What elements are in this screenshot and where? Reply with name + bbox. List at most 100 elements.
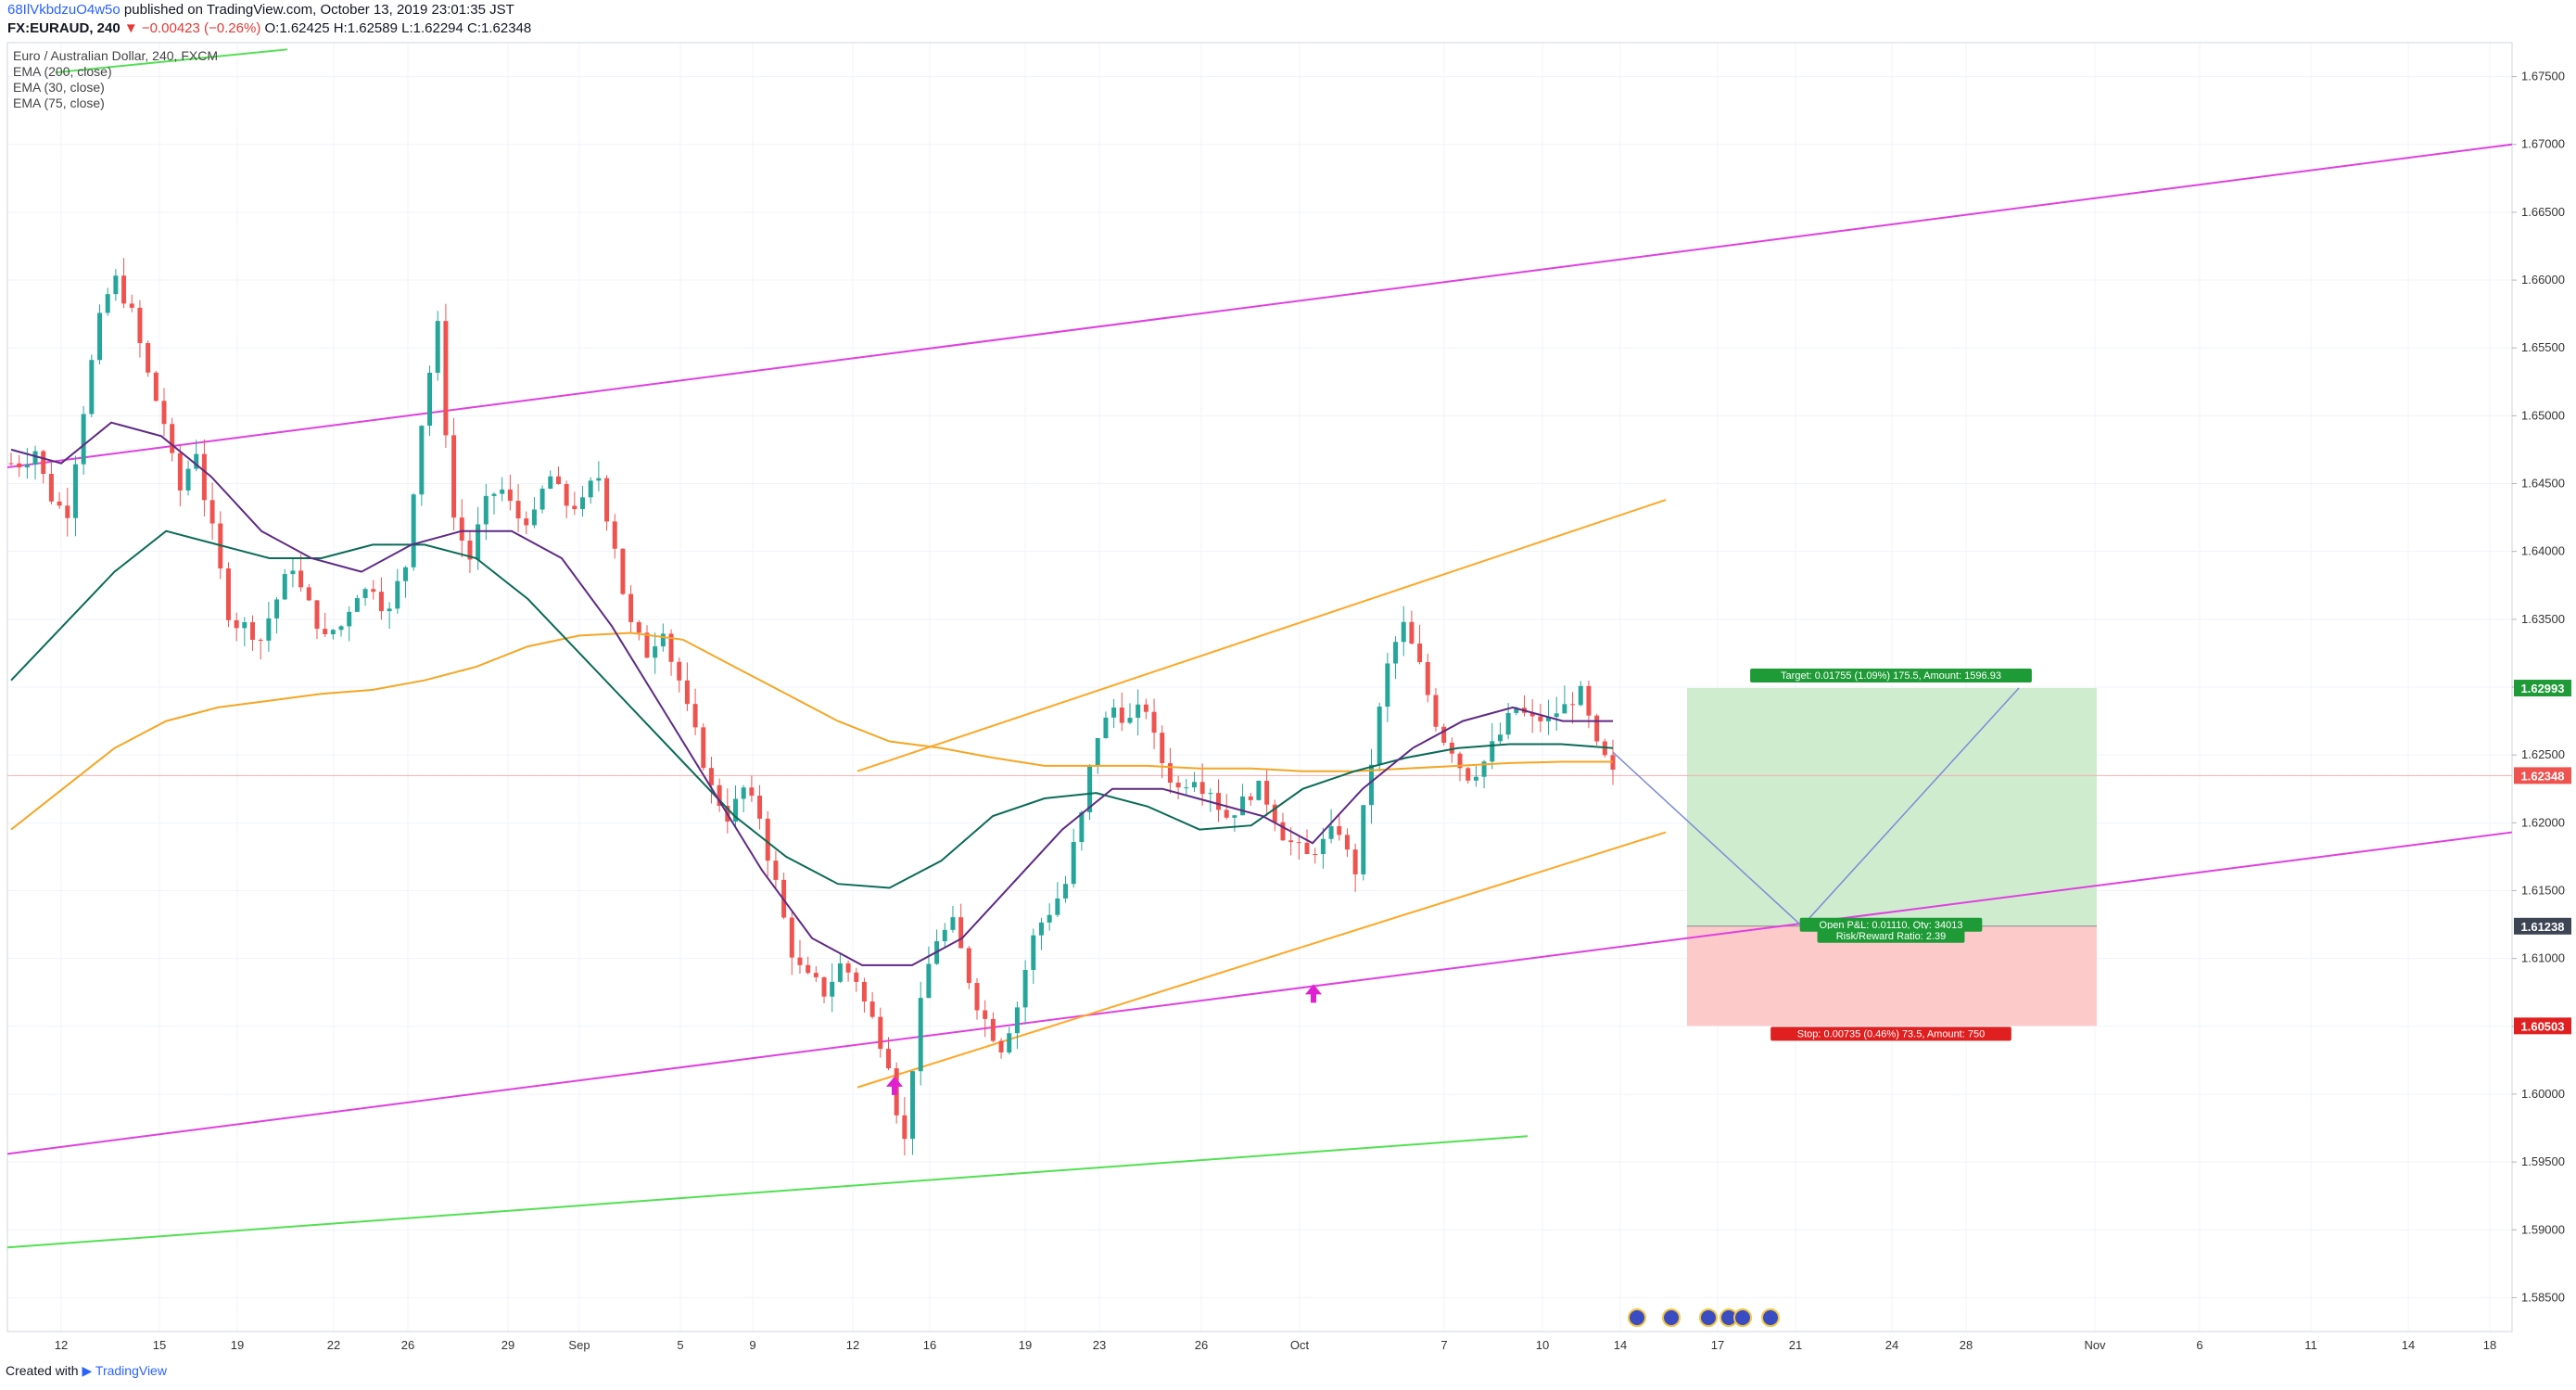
y-tick-label: 1.58500: [2521, 1290, 2565, 1304]
candle-body: [225, 567, 231, 620]
candle-body: [476, 524, 481, 560]
x-tick-label: Oct: [1290, 1338, 1310, 1352]
candle-body: [146, 343, 151, 373]
candle-body: [395, 580, 400, 609]
candle-body: [1449, 742, 1454, 754]
candle-body: [451, 435, 457, 518]
candle-body: [1063, 884, 1069, 899]
candle-body: [1111, 708, 1117, 718]
candle-body: [1554, 713, 1559, 718]
candle-body: [765, 818, 770, 861]
candle-body: [24, 464, 30, 468]
candle-body: [153, 372, 159, 402]
candle-body: [1529, 712, 1535, 717]
candle-body: [773, 861, 779, 880]
candle-body: [32, 451, 38, 465]
candle-body: [1055, 898, 1060, 915]
y-tick-label: 1.63500: [2521, 612, 2565, 626]
legend-ema30[interactable]: EMA (30, close): [13, 80, 105, 95]
candle-body: [201, 453, 207, 501]
candle-body: [170, 424, 175, 453]
candle-body: [1119, 708, 1124, 723]
candle-body: [435, 321, 440, 373]
candle-body: [1385, 663, 1390, 708]
candle-body: [1280, 822, 1286, 841]
candle-body: [797, 957, 803, 965]
target-zone: [1687, 688, 2097, 926]
footer-brand[interactable]: TradingView: [95, 1363, 167, 1378]
x-tick-label: 5: [677, 1338, 683, 1352]
candle-body: [89, 360, 95, 414]
candle-body: [1457, 753, 1463, 769]
x-tick-label: 16: [923, 1338, 936, 1352]
candle-body: [306, 587, 311, 601]
candle-body: [588, 480, 593, 498]
candle-body: [274, 599, 280, 618]
candle-body: [636, 621, 641, 633]
candle-body: [1127, 718, 1133, 723]
candle-body: [81, 414, 86, 465]
rr-label: Risk/Reward Ratio: 2.39: [1836, 931, 1947, 942]
candle-body: [57, 501, 62, 506]
trend-lines: [6, 48, 2513, 1249]
y-tick-label: 1.61500: [2521, 883, 2565, 897]
legend-ema200[interactable]: EMA (200, close): [13, 64, 112, 79]
candle-body: [105, 294, 110, 313]
y-tick-label: 1.59500: [2521, 1154, 2565, 1168]
x-tick-label: 17: [1711, 1338, 1724, 1352]
economic-event-icon: [1761, 1308, 1780, 1327]
candle-body: [1143, 704, 1148, 712]
candle-body: [1490, 741, 1495, 762]
event-icons: [1628, 1308, 1780, 1327]
x-tick-label: 15: [153, 1338, 166, 1352]
x-tick-label: 12: [846, 1338, 859, 1352]
candle-body: [1578, 685, 1583, 706]
candle-body: [459, 517, 464, 541]
candle-body: [72, 464, 78, 518]
y-tick-label: 1.59000: [2521, 1222, 2565, 1236]
candle-body: [378, 592, 384, 612]
candle-body: [1586, 685, 1592, 716]
candle-body: [242, 621, 247, 629]
candle-body: [604, 478, 610, 522]
legend-ema75[interactable]: EMA (75, close): [13, 96, 105, 110]
candle-body: [387, 608, 392, 612]
candlestick-series: [8, 258, 1616, 1156]
candle-body: [990, 1018, 996, 1041]
candle-body: [983, 1010, 988, 1019]
x-tick-label: 24: [1885, 1338, 1898, 1352]
economic-event-icon: [1699, 1308, 1718, 1327]
candle-body: [250, 621, 256, 640]
symbol-label: FX:EURAUD, 240: [7, 20, 121, 36]
candle-body: [813, 973, 818, 977]
candle-body: [1256, 780, 1262, 800]
candle-body: [282, 574, 287, 600]
candle-body: [1103, 717, 1109, 739]
candle-body: [926, 963, 932, 999]
position-zones: [1687, 688, 2097, 1027]
candle-body: [65, 505, 70, 518]
candle-body: [1031, 935, 1036, 970]
candle-body: [258, 639, 263, 641]
candle-body: [878, 1016, 883, 1050]
candle-body: [8, 463, 14, 465]
open-pnl-label: Open P&L: 0.01110, Qty: 34013: [1820, 920, 1963, 931]
entry-price-tag: 1.61238: [2521, 920, 2565, 934]
candle-body: [1208, 793, 1213, 795]
symbol-info: FX:EURAUD, 240 ▼ −0.00423 (−0.26%) O:1.6…: [7, 20, 531, 36]
candle-body: [733, 798, 739, 822]
candle-body: [1409, 621, 1415, 644]
candle-body: [402, 567, 408, 581]
x-tick-label: 29: [501, 1338, 514, 1352]
orange-channel-upper: [857, 499, 1667, 772]
candle-body: [209, 500, 215, 524]
candle-body: [902, 1115, 907, 1140]
candle-body: [1175, 783, 1181, 788]
candle-body: [861, 981, 867, 1002]
author-link[interactable]: 68IlVkbdzuO4w5o: [7, 2, 121, 18]
economic-event-icon: [1662, 1308, 1681, 1327]
price-change: ▼ −0.00423 (−0.26%): [123, 20, 261, 36]
y-tick-label: 1.60000: [2521, 1087, 2565, 1101]
candle-body: [966, 948, 971, 984]
